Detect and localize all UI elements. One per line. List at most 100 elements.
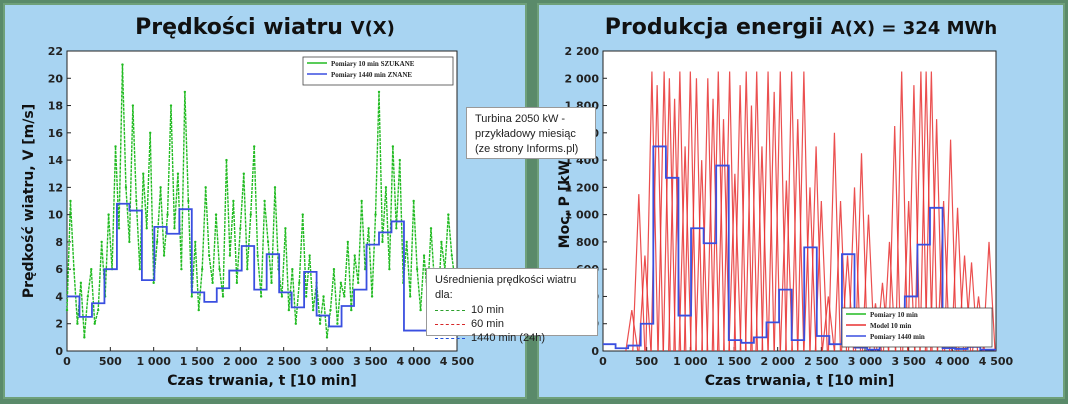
wind-speed-title: Prędkości wiatru V(X)	[135, 15, 395, 40]
x-tick-label: 2 000	[223, 355, 258, 368]
data-point	[298, 281, 301, 285]
legend-entry: Pomiary 10 min	[870, 311, 918, 319]
x-tick-label: 1 000	[136, 355, 171, 368]
data-point	[239, 227, 242, 230]
legend-box	[841, 307, 993, 348]
data-point	[142, 172, 145, 175]
data-point	[256, 254, 259, 257]
spike-model-10-min	[821, 296, 835, 352]
data-point	[398, 158, 401, 162]
data-point	[377, 90, 381, 94]
data-point	[360, 199, 363, 203]
averaging-line-1440min	[435, 337, 465, 339]
data-point	[395, 227, 398, 230]
data-point	[214, 213, 218, 216]
y-axis-label: Moc, P [kW]	[557, 154, 573, 249]
x-tick-label: 500	[99, 355, 122, 368]
data-point	[135, 199, 138, 203]
x-tick-label: 1 000	[673, 355, 708, 368]
data-point	[332, 267, 336, 271]
spike-model-10-min	[761, 71, 775, 352]
legend-entry: Pomiary 10 min SZUKANE	[331, 60, 415, 68]
x-axis-label: Czas trwania, t [10 min]	[705, 373, 895, 389]
data-point	[117, 227, 121, 230]
y-tick-label: 2 200	[565, 45, 600, 58]
spike-model-10-min	[888, 125, 902, 352]
data-point	[284, 227, 287, 230]
data-point	[187, 199, 190, 203]
plot-area	[66, 50, 458, 352]
data-point	[211, 281, 214, 285]
spike-model-10-min	[739, 71, 753, 352]
data-point	[76, 322, 79, 325]
data-point	[225, 158, 228, 162]
data-point	[346, 240, 349, 244]
spike-model-10-min	[673, 71, 687, 352]
data-point	[412, 199, 415, 203]
data-point	[197, 308, 200, 312]
data-point	[145, 227, 148, 230]
data-point	[194, 240, 197, 244]
data-point	[201, 267, 204, 271]
spike-model-10-min	[791, 119, 805, 352]
spike-model-10-min	[937, 200, 951, 352]
spike-model-10-min	[750, 71, 764, 352]
spike-model-10-min	[723, 71, 737, 352]
data-point	[159, 186, 162, 189]
data-point	[242, 172, 245, 175]
data-point	[388, 267, 391, 271]
averaging-line-10min	[435, 309, 465, 311]
y-tick-label: 800	[576, 236, 599, 249]
spike-model-10-min	[695, 160, 709, 352]
data-point	[329, 308, 332, 312]
data-point	[322, 295, 325, 298]
data-point	[305, 295, 308, 298]
data-point	[301, 213, 304, 216]
data-point	[381, 240, 384, 244]
spike-model-10-min	[924, 71, 938, 352]
y-tick-label: 1 200	[565, 181, 600, 194]
data-point	[374, 213, 377, 216]
x-tick-label: 0	[599, 355, 607, 368]
series-line-pomiary-1440-min-znane	[67, 202, 457, 332]
data-point	[93, 322, 96, 325]
data-point	[90, 267, 93, 271]
x-tick-label: 4 500	[440, 355, 475, 368]
data-point	[207, 254, 211, 257]
x-tick-label: 1 500	[717, 355, 752, 368]
spike-model-10-min	[632, 194, 646, 352]
data-point	[325, 336, 329, 339]
averaging-title: Uśrednienia prędkości wiatru dla:	[435, 274, 577, 301]
data-point	[169, 104, 173, 107]
series-layer	[65, 63, 457, 339]
data-point	[162, 254, 166, 257]
data-point	[86, 295, 90, 298]
data-point	[350, 308, 353, 312]
data-point	[128, 240, 131, 244]
data-point	[294, 322, 297, 325]
spike-model-10-min	[861, 214, 876, 352]
x-tick-label: 2 500	[266, 355, 301, 368]
averaging-item-10min: 10 min	[435, 303, 589, 317]
spike-model-10-min	[847, 187, 862, 352]
y-tick-label: 0	[55, 345, 63, 358]
spike-model-10-min	[645, 71, 659, 352]
y-tick-label: 12	[48, 181, 63, 194]
data-point	[232, 199, 235, 203]
spike-model-10-min	[711, 71, 725, 352]
data-point	[190, 295, 193, 298]
data-point	[259, 295, 263, 298]
x-tick-label: 3 500	[891, 355, 926, 368]
x-tick-label: 4 500	[979, 355, 1014, 368]
data-point	[409, 295, 412, 298]
y-tick-label: 10	[48, 209, 64, 222]
x-tick-label: 2 500	[804, 355, 839, 368]
data-point	[419, 308, 422, 312]
data-point	[450, 254, 453, 257]
x-tick-label: 3 000	[310, 355, 345, 368]
data-point	[353, 254, 356, 257]
data-point	[121, 63, 124, 66]
spike-model-10-min	[809, 146, 823, 352]
data-point	[308, 254, 311, 257]
spike-model-10-min	[733, 85, 747, 352]
